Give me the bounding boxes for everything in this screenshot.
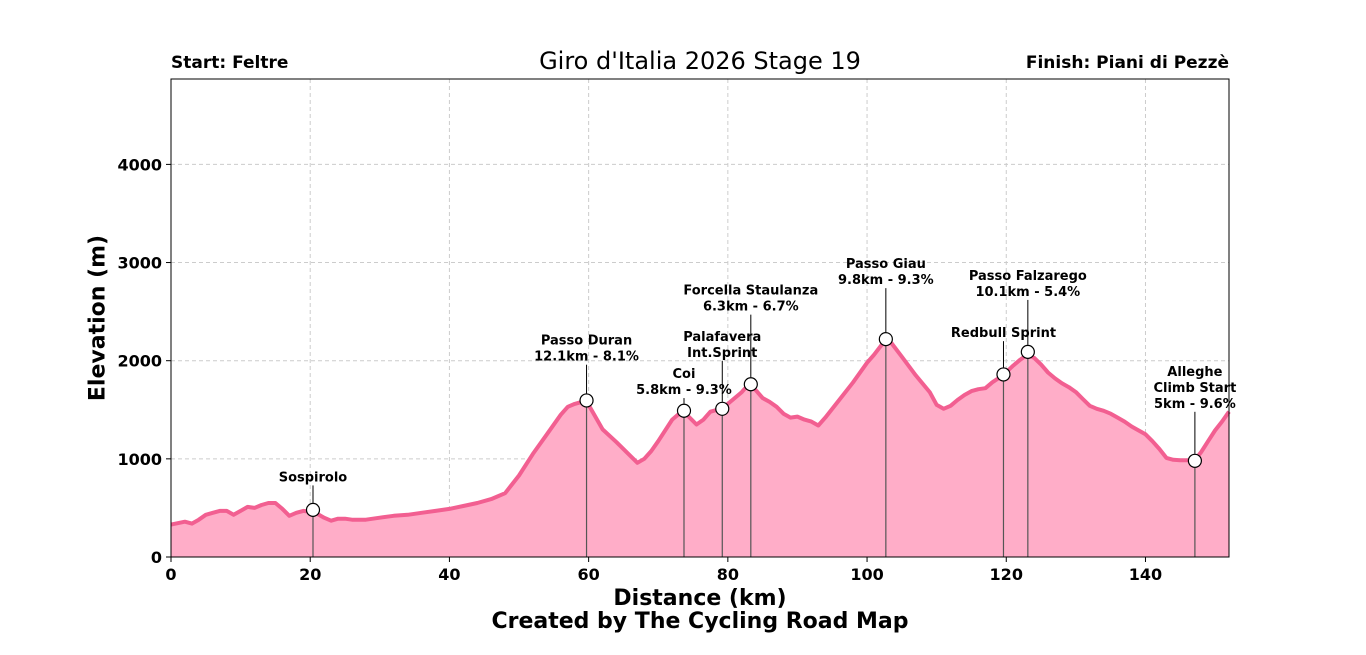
profile-fill — [171, 341, 1229, 557]
marker-label: Palafavera — [683, 330, 761, 345]
marker-point — [305, 502, 321, 517]
marker-label: Forcella Staulanza — [683, 284, 818, 299]
x-tick-label: 20 — [299, 565, 321, 584]
x-tick-label: 140 — [1129, 565, 1162, 584]
marker-label: Redbull Sprint — [951, 326, 1056, 341]
plot-frame — [170, 78, 1230, 558]
marker-point — [715, 401, 730, 416]
marker-label: 5.8km - 9.3% — [636, 383, 732, 398]
marker-label: Passo Falzarego — [969, 269, 1087, 284]
marker-sospirolo: Sospirolo — [279, 470, 348, 557]
y-tick-label: 0 — [151, 548, 162, 567]
x-tick-label: 0 — [165, 565, 176, 584]
x-axis-label: Distance (km) — [613, 586, 787, 611]
marker-label: 6.3km - 6.7% — [703, 300, 799, 315]
y-tick-label: 2000 — [117, 352, 162, 371]
x-tick-label: 40 — [438, 565, 460, 584]
marker-point — [1020, 344, 1035, 359]
marker-label: Alleghe — [1167, 365, 1222, 380]
x-tick-label: 120 — [990, 565, 1023, 584]
marker-label: Int.Sprint — [687, 346, 757, 361]
start-label: Start: Feltre — [171, 53, 289, 73]
marker-point — [1187, 453, 1202, 468]
marker-label: 12.1km - 8.1% — [534, 350, 639, 365]
marker-point — [579, 393, 594, 408]
y-tick-label: 1000 — [117, 450, 162, 469]
marker-point — [996, 367, 1011, 382]
marker-label: Passo Giau — [846, 257, 926, 272]
marker-label: 9.8km - 9.3% — [838, 273, 934, 288]
x-tick-label: 60 — [577, 565, 599, 584]
marker-label: Passo Duran — [541, 334, 632, 349]
marker-point — [878, 332, 893, 347]
marker-label: Coi — [673, 367, 696, 382]
y-tick-label: 4000 — [117, 155, 162, 174]
y-axis-label: Elevation (m) — [85, 234, 111, 402]
x-tick-label: 100 — [850, 565, 883, 584]
y-tick-label: 3000 — [117, 254, 162, 273]
profile-area-group — [170, 339, 1231, 557]
marker-redbull-sprint: Redbull Sprint — [951, 326, 1056, 557]
marker-point — [676, 403, 692, 418]
marker-label: Climb Start — [1153, 381, 1236, 396]
x-tick-label: 80 — [717, 565, 739, 584]
marker-label: Sospirolo — [279, 470, 348, 485]
axis-ticks: 0 20 40 60 80 100 120 140 0 1000 2000 3000 4000 — [117, 155, 1162, 584]
chart-title: Giro d'Italia 2026 Stage 19 — [539, 47, 861, 75]
marker-label: 5km - 9.6% — [1154, 397, 1236, 412]
finish-label: Finish: Piani di Pezzè — [1025, 53, 1229, 73]
marker-point — [743, 377, 758, 392]
credit-text: Created by The Cycling Road Map — [491, 609, 909, 634]
marker-label: 10.1km - 5.4% — [975, 285, 1080, 300]
